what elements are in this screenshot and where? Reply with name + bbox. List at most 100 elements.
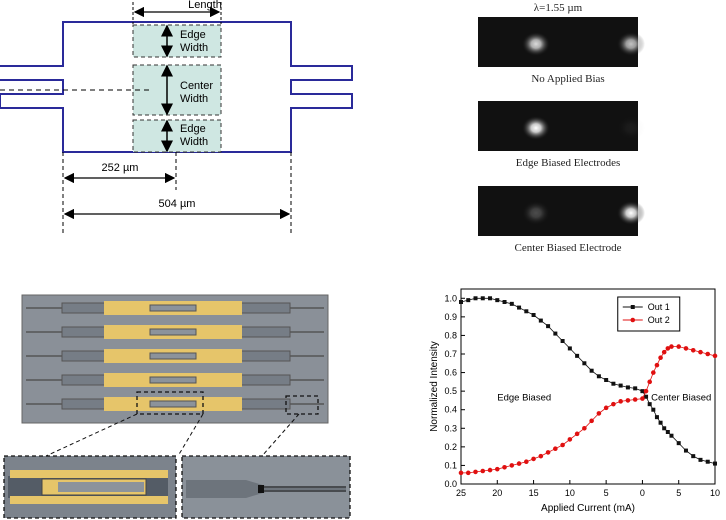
y-tick-label: 0.2 bbox=[444, 442, 457, 452]
device-micrograph bbox=[3, 294, 351, 519]
data-point bbox=[658, 420, 663, 425]
data-point bbox=[582, 425, 587, 431]
data-point bbox=[538, 453, 544, 459]
data-point bbox=[488, 296, 493, 301]
data-point bbox=[647, 379, 652, 385]
data-point bbox=[713, 461, 717, 466]
data-point bbox=[705, 351, 711, 357]
data-point bbox=[502, 300, 507, 304]
half-length-label: 252 µm bbox=[102, 162, 139, 174]
edge-width-top-line2: Width bbox=[180, 42, 208, 54]
x-tick-label: 15 bbox=[529, 488, 539, 498]
right-output-spot bbox=[617, 201, 645, 225]
device-row bbox=[26, 301, 324, 315]
device-row bbox=[26, 325, 324, 339]
mode-panel-caption: Center Biased Electrode bbox=[515, 242, 622, 254]
data-point bbox=[705, 459, 710, 464]
data-point bbox=[531, 313, 536, 317]
data-point bbox=[712, 353, 718, 359]
x-tick-label: 0 bbox=[640, 488, 645, 498]
data-point bbox=[665, 430, 670, 434]
data-point bbox=[611, 401, 616, 407]
data-point bbox=[502, 464, 507, 470]
x-tick-label: 10 bbox=[710, 488, 720, 498]
data-point bbox=[480, 296, 485, 301]
data-point bbox=[553, 446, 558, 452]
x-tick-label: 20 bbox=[492, 488, 502, 498]
full-length-label: 504 µm bbox=[159, 198, 196, 210]
annotation-center-biased: Center Biased bbox=[651, 392, 711, 403]
data-point bbox=[691, 454, 696, 459]
data-point bbox=[604, 378, 609, 382]
data-point bbox=[661, 349, 667, 355]
data-point bbox=[546, 324, 551, 329]
y-tick-label: 0.6 bbox=[444, 368, 457, 378]
zoom-inset-electrode bbox=[3, 455, 177, 519]
data-point bbox=[575, 353, 580, 358]
data-point bbox=[698, 457, 703, 462]
data-point bbox=[582, 361, 587, 366]
data-point bbox=[517, 305, 522, 310]
output-mode-images: λ=1.55 µm No Applied Bias Edge Biased Ele… bbox=[478, 2, 645, 254]
x-tick-label: 5 bbox=[676, 488, 681, 498]
device-row bbox=[26, 397, 324, 411]
data-point bbox=[676, 441, 681, 446]
y-tick-label: 0.4 bbox=[444, 405, 457, 415]
data-point bbox=[589, 368, 594, 373]
legend-entry: Out 2 bbox=[648, 315, 670, 325]
data-point bbox=[596, 411, 602, 416]
edge-width-bottom-line2: Width bbox=[180, 136, 208, 148]
y-tick-label: 0.5 bbox=[444, 386, 457, 396]
data-point bbox=[567, 346, 572, 351]
mode-panel-3: Center Biased Electrode bbox=[478, 186, 645, 254]
data-point bbox=[553, 331, 558, 336]
data-point bbox=[632, 397, 638, 402]
data-point bbox=[495, 298, 500, 303]
zoom-box-output bbox=[285, 395, 319, 415]
edge-electrode-top bbox=[132, 24, 222, 58]
data-point bbox=[494, 466, 500, 472]
annotation-edge-biased: Edge Biased bbox=[497, 392, 551, 403]
series-1 bbox=[459, 296, 717, 466]
zoom-inset-output bbox=[181, 455, 351, 519]
data-point bbox=[669, 433, 674, 438]
center-width-line1: Center bbox=[180, 80, 213, 92]
y-tick-label: 0.0 bbox=[444, 479, 457, 489]
y-tick-label: 0.8 bbox=[444, 330, 457, 340]
device-row bbox=[26, 349, 324, 363]
data-point bbox=[643, 388, 649, 394]
data-point bbox=[596, 374, 601, 379]
data-point bbox=[473, 296, 478, 301]
data-point bbox=[644, 394, 649, 399]
data-point bbox=[545, 450, 551, 455]
data-point bbox=[509, 463, 515, 468]
data-point bbox=[516, 461, 522, 466]
data-point bbox=[647, 402, 652, 407]
waveguide-outline bbox=[0, 21, 353, 153]
data-point bbox=[640, 396, 645, 401]
device-row bbox=[26, 373, 324, 387]
edge-width-bottom-line1: Edge bbox=[180, 123, 206, 135]
mode-panel-1: No Applied Bias bbox=[478, 17, 645, 85]
data-point bbox=[669, 344, 674, 349]
data-point bbox=[625, 385, 630, 390]
data-point bbox=[676, 344, 682, 349]
left-output-spot bbox=[522, 32, 550, 56]
data-point bbox=[458, 470, 464, 476]
length-label: Length bbox=[188, 0, 222, 11]
data-point bbox=[560, 442, 565, 448]
left-output-spot bbox=[522, 116, 550, 140]
x-tick-label: 10 bbox=[565, 488, 575, 498]
chart-legend: Out 1 Out 2 bbox=[617, 296, 681, 332]
data-point bbox=[589, 418, 594, 424]
data-point bbox=[574, 431, 580, 437]
wavelength-label: λ=1.55 µm bbox=[534, 2, 583, 14]
y-tick-label: 0.9 bbox=[444, 312, 457, 322]
data-point bbox=[654, 362, 660, 368]
data-point bbox=[654, 415, 659, 420]
data-point bbox=[538, 318, 543, 323]
data-point bbox=[690, 347, 696, 353]
right-output-spot bbox=[617, 116, 645, 140]
series-2 bbox=[458, 344, 718, 476]
left-output-spot bbox=[522, 201, 550, 225]
